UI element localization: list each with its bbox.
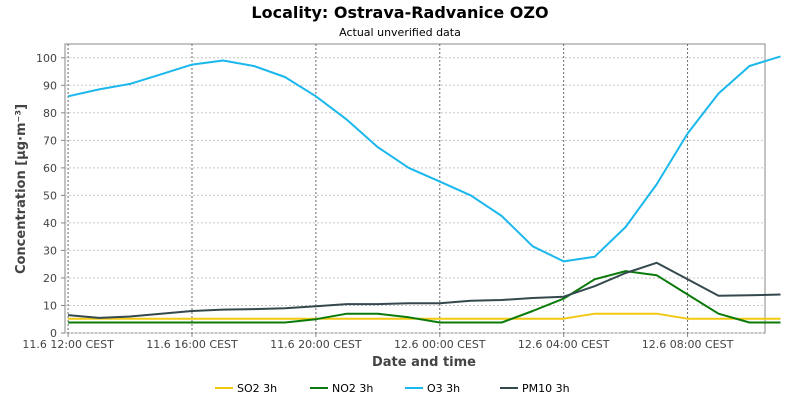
legend-label-so2-3h: SO2 3h [237, 382, 277, 395]
x-tick-label: 12.6 00:00 CEST [394, 338, 486, 351]
y-tick-label: 50 [43, 189, 57, 202]
x-tick-label: 11.6 12:00 CEST [22, 338, 114, 351]
y-tick-label: 80 [43, 107, 57, 120]
chart-subtitle: Actual unverified data [339, 26, 461, 39]
x-axis-label: Date and time [372, 355, 476, 370]
legend-label-pm10-3h: PM10 3h [522, 382, 570, 395]
legend-label-o3-3h: O3 3h [427, 382, 460, 395]
legend: SO2 3h NO2 3h O3 3h PM10 3h [215, 382, 570, 395]
x-axis: 11.6 12:00 CEST 11.6 16:00 CEST 11.6 20:00… [22, 333, 734, 351]
y-tick-label: 10 [43, 299, 57, 312]
series-line-so2-3h [68, 312, 781, 320]
legend-label-no2-3h: NO2 3h [332, 382, 373, 395]
series-line-pm10-3h [68, 261, 781, 319]
x-tick-label: 11.6 20:00 CEST [270, 338, 362, 351]
series-line-o3-3h [67, 55, 781, 263]
chart-title: Locality: Ostrava-Radvanice OZO [251, 3, 548, 22]
y-tick-label: 30 [43, 244, 57, 257]
y-tick-label: 60 [43, 162, 57, 175]
y-tick-label: 70 [43, 134, 57, 147]
y-axis: 0 10 20 30 40 50 60 70 80 90 100 [36, 52, 65, 340]
plot-area [64, 43, 766, 334]
x-tick-label: 11.6 16:00 CEST [146, 338, 238, 351]
x-tick-label: 12.6 08:00 CEST [642, 338, 734, 351]
series-lines [67, 55, 781, 324]
x-tick-label: 12.6 04:00 CEST [518, 338, 610, 351]
y-tick-label: 40 [43, 217, 57, 230]
y-tick-label: 20 [43, 272, 57, 285]
series-line-no2-3h [68, 270, 781, 324]
y-tick-label: 100 [36, 52, 57, 65]
y-axis-label: Concentration [µg·m⁻³] [14, 104, 29, 274]
grid [65, 44, 765, 334]
y-tick-label: 90 [43, 79, 57, 92]
y-tick-label: 0 [50, 327, 57, 340]
